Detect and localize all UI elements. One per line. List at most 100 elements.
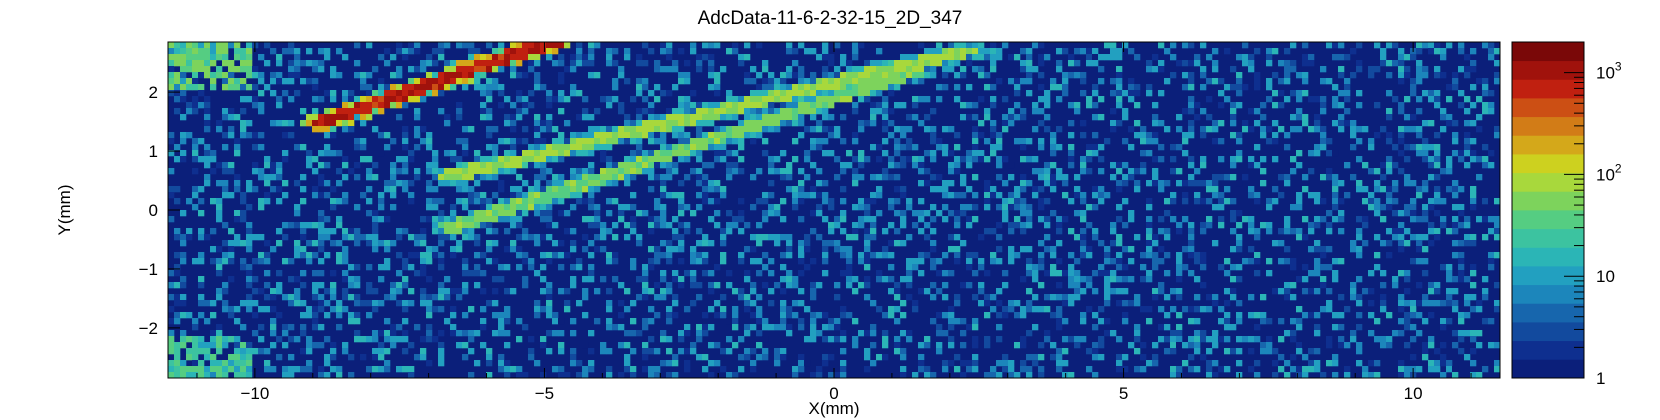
heatmap-cell	[858, 216, 865, 223]
heatmap-cell	[372, 348, 379, 355]
heatmap-cell	[402, 186, 409, 193]
heatmap-cell	[312, 156, 319, 163]
heatmap-cell	[204, 96, 211, 103]
heatmap-cell	[876, 156, 883, 163]
heatmap-cell	[1026, 72, 1033, 79]
heatmap-cell	[1230, 288, 1237, 295]
heatmap-cell	[948, 48, 955, 55]
heatmap-cell	[1308, 54, 1315, 61]
heatmap-cell	[1140, 162, 1147, 169]
heatmap-cell	[516, 372, 523, 379]
heatmap-cell	[858, 66, 865, 73]
heatmap-cell	[1182, 42, 1189, 49]
heatmap-cell	[792, 192, 799, 199]
heatmap-cell	[1386, 168, 1393, 175]
heatmap-cell	[1014, 198, 1021, 205]
heatmap-cell	[1416, 246, 1423, 253]
heatmap-cell	[942, 72, 949, 79]
heatmap-cell	[894, 342, 901, 349]
heatmap-cell	[1170, 42, 1177, 49]
heatmap-cell	[1428, 228, 1435, 235]
heatmap-cell	[474, 222, 481, 229]
heatmap-cell	[546, 330, 553, 337]
heatmap-cell	[180, 48, 187, 55]
heatmap-cell	[762, 336, 769, 343]
heatmap-cell	[1116, 102, 1123, 109]
heatmap-cell	[1110, 78, 1117, 85]
heatmap-cell	[1458, 48, 1465, 55]
heatmap-cell	[648, 336, 655, 343]
heatmap-cell	[720, 138, 727, 145]
heatmap-cell	[954, 258, 961, 265]
heatmap-cell	[528, 90, 535, 97]
heatmap-cell	[564, 138, 571, 145]
heatmap-cell	[330, 204, 337, 211]
heatmap-cell	[864, 210, 871, 217]
heatmap-cell	[822, 312, 829, 319]
heatmap-cell	[1368, 192, 1375, 199]
heatmap-cell	[336, 120, 343, 127]
heatmap-cell	[1176, 276, 1183, 283]
heatmap-cell	[1230, 246, 1237, 253]
heatmap-cell	[1338, 342, 1345, 349]
heatmap-cell	[834, 294, 841, 301]
heatmap-cell	[1230, 324, 1237, 331]
heatmap-cell	[744, 270, 751, 277]
heatmap-cell	[186, 60, 193, 67]
heatmap-cell	[204, 318, 211, 325]
heatmap-cell	[264, 60, 271, 67]
heatmap-cell	[306, 114, 313, 121]
heatmap-cell	[222, 282, 229, 289]
heatmap-cell	[918, 342, 925, 349]
heatmap-cell	[1278, 336, 1285, 343]
heatmap-cell	[798, 354, 805, 361]
heatmap-cell	[852, 234, 859, 241]
heatmap-cell	[912, 258, 919, 265]
heatmap-cell	[330, 342, 337, 349]
heatmap-cell	[648, 366, 655, 373]
heatmap-cell	[1098, 336, 1105, 343]
heatmap-cell	[606, 168, 613, 175]
heatmap-cell	[714, 300, 721, 307]
heatmap-cell	[522, 372, 529, 379]
heatmap-cell	[552, 198, 559, 205]
heatmap-cell	[1368, 288, 1375, 295]
heatmap-cell	[402, 168, 409, 175]
heatmap-cell	[612, 78, 619, 85]
heatmap-cell	[1320, 252, 1327, 259]
heatmap-cell	[492, 126, 499, 133]
heatmap-cell	[438, 42, 445, 49]
heatmap-cell	[762, 66, 769, 73]
heatmap-cell	[1230, 102, 1237, 109]
heatmap-cell	[324, 54, 331, 61]
heatmap-cell	[738, 228, 745, 235]
heatmap-cell	[378, 102, 385, 109]
heatmap-cell	[1362, 222, 1369, 229]
heatmap-cell	[246, 66, 253, 73]
heatmap-cell	[234, 174, 241, 181]
heatmap-cell	[216, 42, 223, 49]
heatmap-cell	[1230, 84, 1237, 91]
heatmap-cell	[990, 366, 997, 373]
heatmap-cell	[1020, 336, 1027, 343]
heatmap-cell	[486, 348, 493, 355]
heatmap-cell	[588, 270, 595, 277]
heatmap-cell	[372, 102, 379, 109]
heatmap-cell	[252, 348, 259, 355]
heatmap-cell	[720, 252, 727, 259]
heatmap-cell	[936, 270, 943, 277]
heatmap-cell	[552, 366, 559, 373]
heatmap-cell	[1026, 138, 1033, 145]
heatmap-cell	[858, 90, 865, 97]
heatmap-cell	[264, 84, 271, 91]
heatmap-cell	[318, 222, 325, 229]
heatmap-cell	[1410, 234, 1417, 241]
heatmap-cell	[750, 78, 757, 85]
heatmap-cell	[402, 366, 409, 373]
heatmap-cell	[846, 162, 853, 169]
heatmap-cell	[678, 96, 685, 103]
heatmap-cell	[168, 192, 175, 199]
heatmap-cell	[180, 150, 187, 157]
heatmap-cell	[504, 204, 511, 211]
heatmap-cell	[1452, 288, 1459, 295]
